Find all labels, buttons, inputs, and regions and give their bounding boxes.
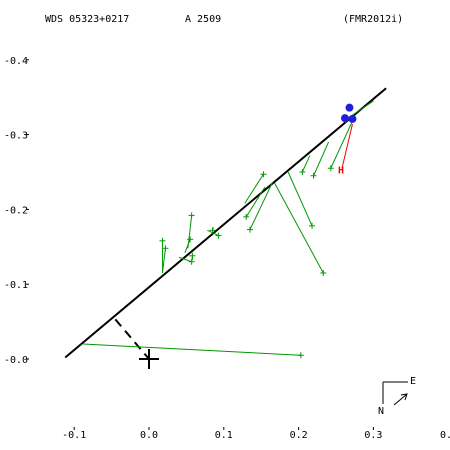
- interferometric-point: [340, 114, 349, 123]
- residual-line: [274, 182, 324, 274]
- x-tick-label: 0.1: [215, 430, 233, 441]
- orbit-line: [64, 87, 387, 359]
- residual-line: [184, 239, 191, 253]
- y-tick-label: -0.2: [4, 205, 28, 216]
- compass-arrow-head: [400, 393, 408, 401]
- compass: E N: [378, 376, 416, 417]
- orbit-lines-group: [64, 87, 387, 360]
- y-tick-label: -0.3: [4, 131, 28, 142]
- compass-motion-arrow: [393, 393, 408, 406]
- x-tick-label: -0.1: [62, 430, 86, 441]
- x-tick-label: 0.2: [290, 430, 308, 441]
- residual-line: [287, 171, 313, 227]
- hipparcos-residual-line: [341, 124, 353, 169]
- axes-group: -0.1 0.0 0.1 0.2 0.3 0. -0.0 -0.1 -0.2 -0.3 -0.4: [4, 56, 450, 441]
- residual-line: [249, 182, 273, 230]
- y-tick-label: -0.1: [4, 280, 28, 291]
- measures-group: H: [83, 100, 374, 359]
- residual-line: [178, 256, 192, 263]
- compass-east-label: E: [410, 376, 416, 387]
- x-tick-label: 0.0: [140, 430, 158, 441]
- points-group: [139, 103, 357, 369]
- compass-north-label: N: [378, 406, 384, 417]
- interferometric-point: [345, 103, 354, 112]
- residual-line: [330, 120, 353, 169]
- residual-line: [301, 155, 311, 173]
- line-of-nodes: [114, 318, 150, 360]
- y-tick-label: -0.0: [4, 355, 28, 366]
- x-edge-tick-label: 0.: [440, 430, 450, 441]
- interferometric-point: [348, 114, 357, 123]
- residual-line: [244, 173, 264, 204]
- header-discoverer: A 2509: [185, 14, 221, 25]
- hipparcos-label: H: [338, 165, 344, 176]
- header-reference: (FMR2012i): [343, 14, 403, 25]
- header-designation: WDS 05323+0217: [45, 14, 129, 25]
- y-tick-label: -0.4: [4, 56, 28, 67]
- residual-line: [245, 186, 266, 218]
- residual-line: [83, 343, 301, 356]
- x-tick-label: 0.3: [364, 430, 382, 441]
- residual-line: [313, 141, 329, 176]
